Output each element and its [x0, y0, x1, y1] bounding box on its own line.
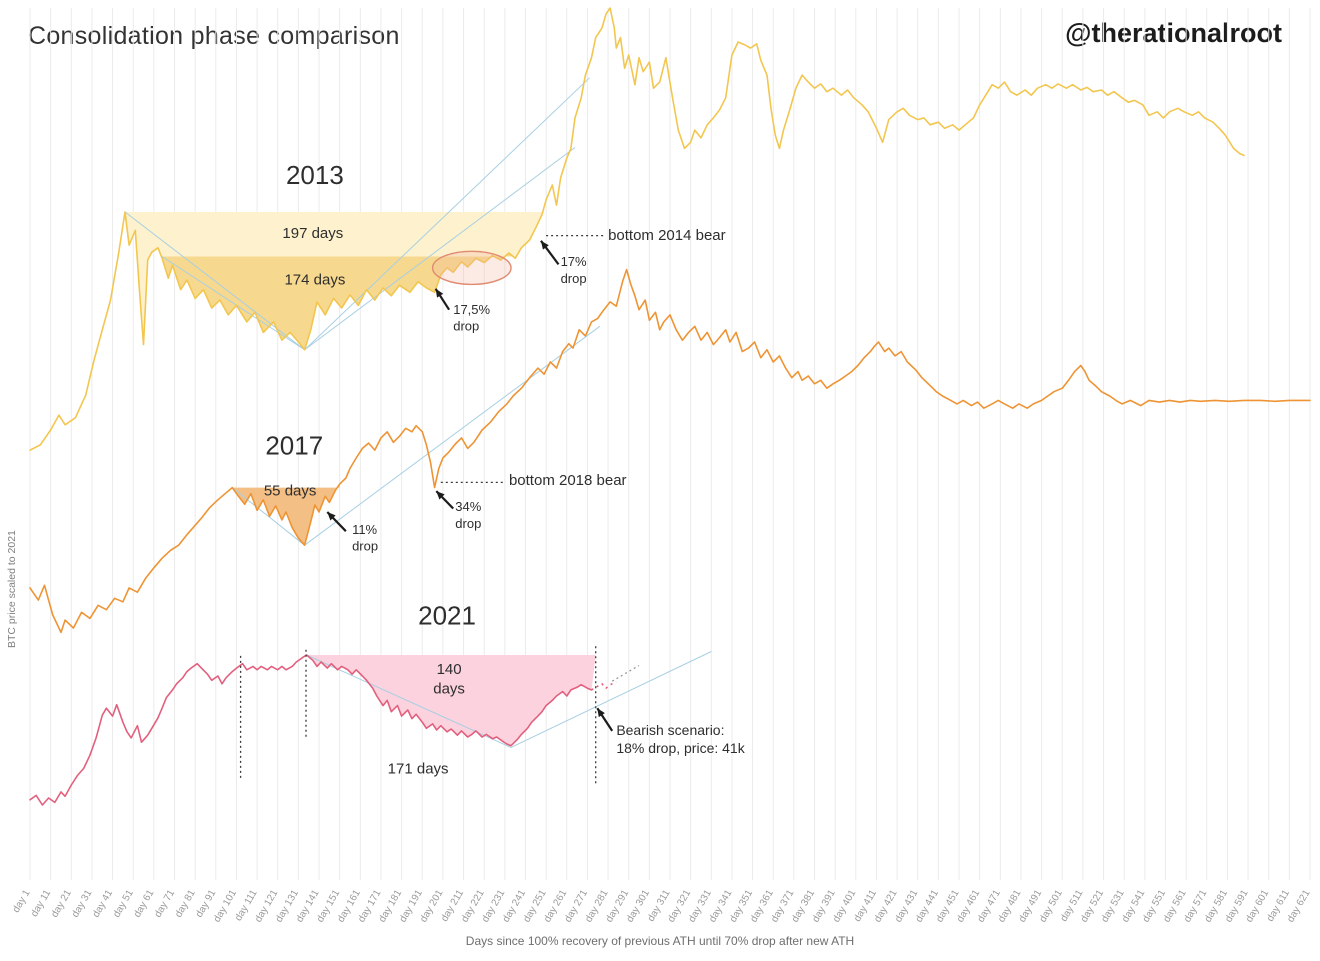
label-34-drop: 34% drop [455, 499, 481, 531]
year-label-2021: 2021 [418, 601, 476, 631]
label-174-days: 174 days [284, 271, 345, 288]
gridlines [29, 8, 1311, 880]
x-axis-caption: Days since 100% recovery of previous ATH… [465, 934, 855, 948]
arrow-17-5-drop [434, 288, 451, 311]
label-197-days: 197 days [282, 225, 343, 242]
projection-diagonal-2021 [611, 664, 640, 682]
y-axis-label: BTC price scaled to 2021 [6, 530, 18, 648]
trendline-2021 [306, 651, 712, 749]
arrow-17-drop [540, 240, 560, 266]
label-55-days: 55 days [264, 482, 317, 499]
arrow-11-drop [326, 511, 347, 532]
series-2021-projection [591, 681, 617, 691]
series-2013-line [29, 7, 1245, 451]
arrow-34-drop [435, 490, 455, 510]
label-bottom-2018-bear: bottom 2018 bear [509, 472, 627, 489]
label-171-days: 171 days [388, 761, 449, 778]
label-17-drop: 17% drop [561, 254, 587, 286]
label-11-drop: 11% drop [352, 522, 378, 554]
chart-title: Consolidation phase comparison [28, 22, 400, 50]
series-2017-line [29, 268, 1311, 634]
year-label-2017: 2017 [265, 430, 323, 460]
consolidation-highlight-ellipse [431, 250, 512, 286]
label-140-days: 140 days [433, 661, 465, 697]
series-2021-line [29, 654, 593, 806]
watermark: @therationalroot [1065, 18, 1282, 48]
consolidation-region-2013 [162, 253, 516, 350]
year-label-2013: 2013 [286, 160, 344, 190]
consolidation-region-2017 [232, 484, 340, 546]
consolidation-region-2021 [306, 655, 596, 746]
label-bottom-2014-bear: bottom 2014 bear [608, 227, 726, 244]
label-bearish-scenario: Bearish scenario: 18% drop, price: 41k [616, 722, 745, 756]
label-17-5-drop: 17,5% drop [453, 302, 490, 334]
arrow-bearish-scenario [596, 707, 614, 732]
